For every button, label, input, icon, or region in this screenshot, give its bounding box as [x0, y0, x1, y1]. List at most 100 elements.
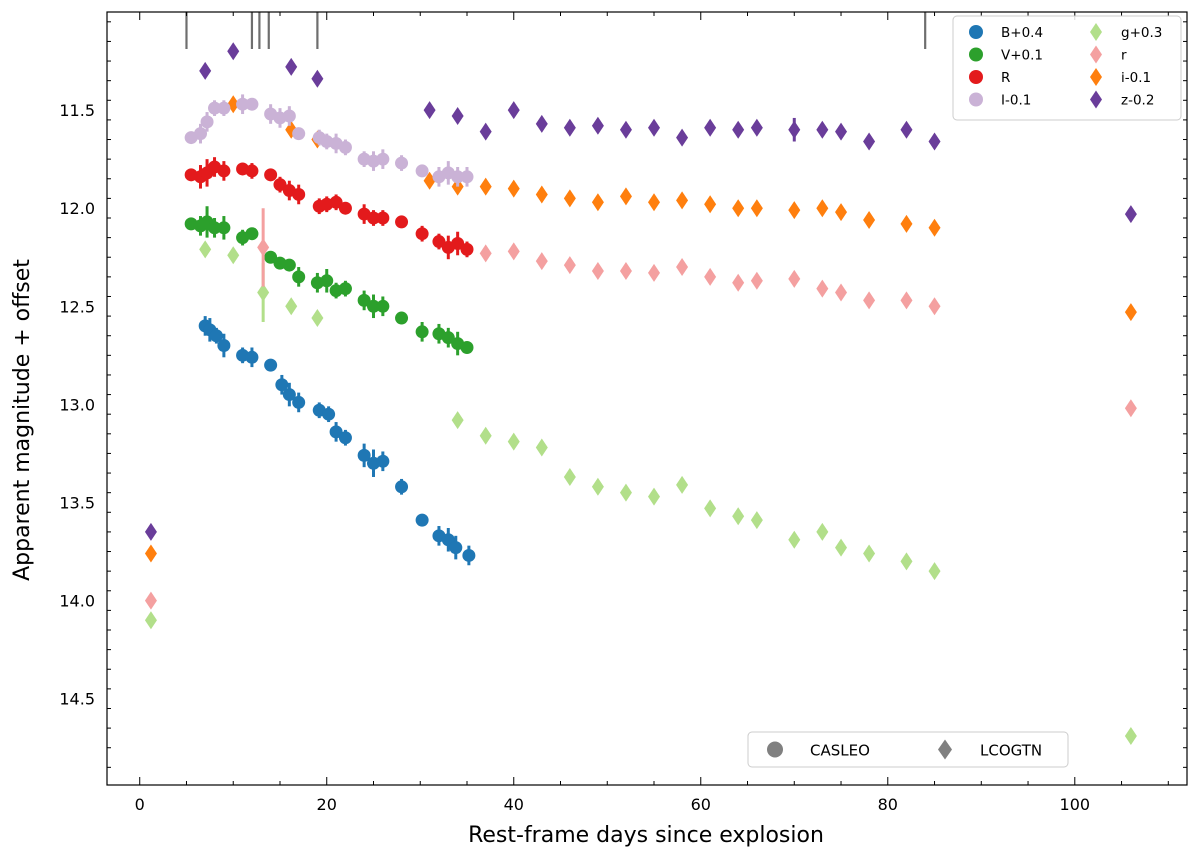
- legend-box: [952, 15, 1182, 121]
- data-point: [338, 282, 352, 296]
- data-point: [322, 407, 336, 421]
- data-point: [292, 187, 306, 201]
- data-point: [366, 211, 380, 225]
- data-point: [619, 187, 632, 206]
- data-point: [282, 109, 296, 123]
- data-point: [835, 283, 848, 302]
- legend-marker: [969, 47, 983, 62]
- y-axis-label: Apparent magnitude + offset: [10, 259, 35, 581]
- data-point: [1124, 303, 1137, 322]
- data-point: [619, 483, 632, 502]
- data-point: [507, 432, 520, 451]
- data-point: [591, 193, 604, 212]
- data-point: [704, 499, 717, 518]
- data-point: [648, 487, 661, 506]
- series-r: [144, 208, 1137, 610]
- data-point: [928, 132, 941, 151]
- x-tick-label: 0: [135, 795, 145, 814]
- data-point: [199, 240, 212, 259]
- data-point: [395, 480, 409, 494]
- data-point: [732, 199, 745, 218]
- data-point: [227, 246, 240, 265]
- data-point: [432, 235, 446, 249]
- data-points: [144, 42, 1137, 745]
- data-point: [395, 156, 409, 170]
- data-point: [900, 214, 913, 233]
- legend-label: I-0.1: [1001, 93, 1031, 109]
- data-point: [462, 548, 476, 562]
- legend-label: V+0.1: [1001, 48, 1043, 64]
- data-point: [460, 170, 474, 184]
- legend-marker: [1090, 23, 1102, 41]
- data-point: [208, 101, 222, 115]
- data-point: [1124, 205, 1137, 224]
- data-point: [591, 116, 604, 135]
- data-point: [816, 199, 829, 218]
- data-point: [415, 227, 429, 241]
- data-point: [788, 530, 801, 549]
- data-point: [900, 291, 913, 310]
- data-point: [648, 263, 661, 282]
- data-point: [563, 189, 576, 208]
- data-point: [816, 120, 829, 139]
- data-point: [200, 115, 214, 129]
- data-point: [257, 238, 270, 257]
- data-point: [217, 101, 231, 115]
- data-point: [750, 271, 763, 290]
- data-point: [704, 195, 717, 214]
- data-point: [619, 261, 632, 280]
- data-point: [282, 258, 296, 272]
- data-point: [732, 120, 745, 139]
- data-point: [563, 118, 576, 137]
- data-point: [788, 120, 801, 139]
- data-point: [144, 611, 157, 630]
- data-point: [563, 256, 576, 275]
- data-point: [676, 128, 689, 147]
- data-point: [217, 339, 231, 353]
- data-point: [144, 522, 157, 541]
- data-point: [285, 297, 298, 316]
- data-point: [835, 122, 848, 141]
- data-point: [816, 522, 829, 541]
- data-point: [676, 191, 689, 210]
- legend-label: R: [1001, 70, 1010, 86]
- data-point: [563, 467, 576, 486]
- instrument-marker: [767, 741, 783, 758]
- data-point: [535, 185, 548, 204]
- data-point: [292, 395, 306, 409]
- data-point: [423, 101, 436, 120]
- x-tick-label: 20: [317, 795, 337, 814]
- legend-marker: [1090, 45, 1102, 64]
- data-point: [292, 127, 306, 141]
- data-point: [835, 203, 848, 222]
- axes: 0 20 40 60 80 100 11.5 12.0 12.5 13.0 13.5 14.0 14.5: [59, 11, 1188, 814]
- y-tick-label: 13.5: [59, 493, 95, 512]
- data-point: [928, 218, 941, 237]
- data-point: [282, 388, 296, 402]
- legend-label: i-0.1: [1121, 70, 1151, 86]
- data-point: [415, 513, 429, 527]
- series-I-0.1: [184, 94, 474, 187]
- data-point: [395, 311, 409, 325]
- data-point: [900, 552, 913, 571]
- series-g+0.3: [144, 240, 1137, 745]
- instrument-legend: CASLEO LCOGTN: [747, 731, 1069, 768]
- data-point: [415, 325, 429, 339]
- data-point: [535, 438, 548, 457]
- legend-marker: [1090, 68, 1102, 86]
- data-point: [217, 221, 231, 235]
- data-point: [460, 340, 474, 354]
- legend-label: B+0.4: [1001, 25, 1043, 41]
- data-point: [1124, 726, 1137, 745]
- series-R: [184, 157, 474, 260]
- data-point: [479, 177, 492, 196]
- data-point: [788, 269, 801, 288]
- data-point: [732, 273, 745, 292]
- data-point: [311, 309, 324, 328]
- data-point: [285, 57, 298, 76]
- data-point: [257, 283, 270, 302]
- data-point: [535, 252, 548, 271]
- data-point: [704, 267, 717, 286]
- data-point: [788, 201, 801, 220]
